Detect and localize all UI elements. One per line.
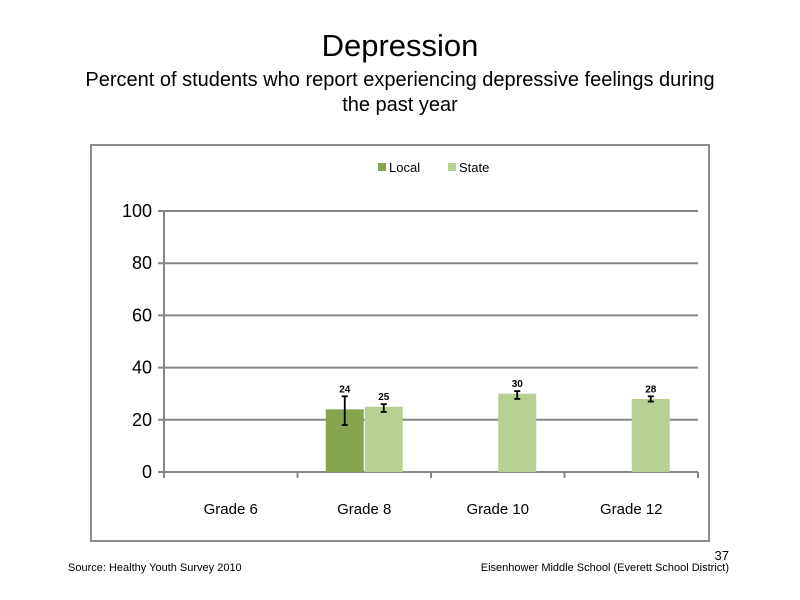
y-tick-label: 100 [122,201,152,221]
legend-swatch [378,163,386,171]
data-label: 30 [512,379,524,390]
y-tick-label: 20 [132,410,152,430]
x-tick-label: Grade 12 [600,501,663,518]
y-tick-label: 0 [142,462,152,482]
data-label: 24 [339,384,351,395]
school-note: Eisenhower Middle School (Everett School… [480,562,729,574]
y-tick-label: 60 [132,305,152,325]
legend-label: State [459,160,489,175]
x-tick-label: Grade 10 [466,501,529,518]
slide-subtitle: Percent of students who report experienc… [85,69,715,116]
chart-frame: 0 20 40 60 80 100 Grade 6 Grade 8 Grade 10 Grade … [90,144,710,542]
bar-state [631,398,670,472]
y-tick-label: 80 [132,253,152,273]
x-tick-label: Grade 8 [337,501,391,518]
bar-state [364,406,403,472]
slide-title: Depression [321,28,479,63]
page-number: 37 [714,548,729,563]
source-note: Source: Healthy Youth Survey 2010 [68,562,242,574]
data-label: 28 [645,384,657,395]
data-label: 25 [378,392,390,403]
y-tick-label: 40 [132,358,152,378]
bar-state [498,393,537,472]
x-tick-label: Grade 6 [204,501,258,518]
bar-chart: 0 20 40 60 80 100 Grade 6 Grade 8 Grade 10 Grade … [122,160,699,518]
legend-label: Local [389,160,420,175]
legend-swatch [448,163,456,171]
